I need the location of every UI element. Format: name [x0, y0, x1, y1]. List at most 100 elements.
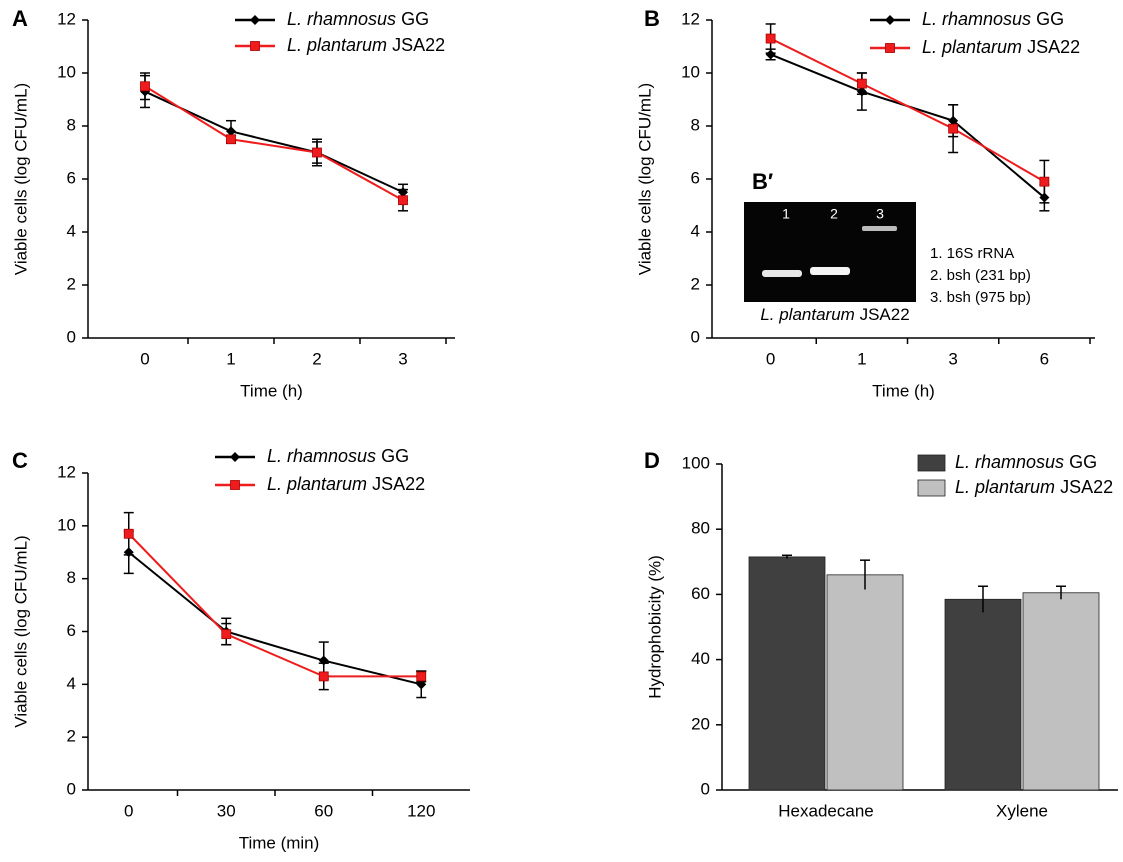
x-tick-label: 2 [312, 349, 321, 368]
inset-label: B′ [752, 169, 773, 194]
series-line [128, 533, 422, 678]
x-tick-label: 30 [217, 801, 236, 820]
series-line [144, 90, 404, 194]
y-tick-label: 20 [691, 714, 710, 733]
x-tick-label: 60 [314, 801, 333, 820]
gel-band [810, 267, 850, 275]
y-tick-label: 2 [67, 727, 76, 746]
point [140, 81, 150, 92]
y-tick-label: 100 [682, 453, 710, 472]
x-tick-label: 3 [948, 349, 957, 368]
y-tick-label: 10 [57, 515, 76, 534]
gel-key: 2. bsh (231 bp) [930, 267, 1031, 284]
y-tick-label: 8 [67, 115, 76, 134]
legend-label: L. plantarum JSA22 [922, 37, 1080, 57]
point [312, 147, 322, 158]
legend-marker [885, 43, 895, 53]
series-line [770, 37, 1045, 183]
panel-label: B [644, 6, 660, 31]
y-tick-label: 12 [57, 462, 76, 481]
y-tick-label: 12 [681, 9, 700, 28]
panel-label: D [644, 448, 660, 473]
legend-label: L. rhamnosus GG [955, 452, 1097, 472]
point [398, 187, 408, 198]
y-tick-label: 8 [691, 115, 700, 134]
y-tick-label: 2 [691, 274, 700, 293]
legend-marker [230, 452, 240, 462]
y-tick-label: 4 [67, 221, 76, 240]
y-tick-label: 8 [67, 568, 76, 587]
y-axis-label: Viable cells (log CFU/mL) [635, 83, 654, 275]
y-axis-label: Viable cells (log CFU/mL) [11, 83, 30, 275]
point [318, 655, 329, 666]
bar [944, 598, 1022, 791]
gel-caption: L. plantarum JSA22 [760, 305, 909, 324]
x-tick-label: 1 [226, 349, 235, 368]
y-tick-label: 60 [691, 584, 710, 603]
legend-swatch [917, 479, 946, 497]
lane-label: 3 [876, 206, 884, 222]
point [226, 126, 236, 137]
y-tick-label: 0 [67, 779, 76, 798]
legend-label: L. plantarum JSA22 [287, 35, 445, 55]
x-axis-label: Time (min) [239, 833, 320, 852]
point [856, 86, 867, 97]
x-tick-label: Xylene [996, 801, 1048, 820]
point [221, 629, 232, 640]
point [226, 134, 236, 145]
x-tick-label: 0 [140, 349, 149, 368]
series-line [144, 85, 404, 202]
legend-label: L. rhamnosus GG [287, 9, 429, 29]
point [398, 195, 408, 206]
point [123, 547, 134, 558]
gel-band [862, 226, 897, 231]
legend-label: L. rhamnosus GG [922, 9, 1064, 29]
bar [1022, 592, 1100, 791]
point [1039, 176, 1050, 187]
lane-label: 1 [782, 206, 790, 222]
point [123, 528, 134, 539]
y-tick-label: 4 [691, 221, 700, 240]
x-tick-label: 3 [398, 349, 407, 368]
y-tick-label: 0 [701, 779, 710, 798]
y-tick-label: 6 [67, 168, 76, 187]
y-tick-label: 12 [57, 9, 76, 28]
x-tick-label: Hexadecane [778, 801, 873, 820]
error-bar [782, 554, 792, 559]
error-bar [860, 559, 870, 590]
y-tick-label: 2 [67, 274, 76, 293]
panel-label: A [12, 6, 28, 31]
error-bar [1056, 585, 1066, 600]
error-bar [978, 585, 988, 613]
gel-image [744, 202, 916, 302]
point [318, 671, 329, 682]
legend-marker [250, 41, 260, 51]
legend-marker [250, 15, 260, 25]
gel-band [762, 270, 802, 277]
x-axis-label: Time (h) [240, 381, 303, 400]
point [416, 679, 427, 690]
point [765, 49, 776, 60]
point [948, 115, 959, 126]
x-tick-label: 6 [1040, 349, 1049, 368]
y-tick-label: 4 [67, 674, 76, 693]
y-tick-label: 6 [691, 168, 700, 187]
x-tick-label: 120 [407, 801, 435, 820]
point [856, 78, 867, 89]
panel-label: C [12, 448, 28, 473]
bar [748, 556, 826, 791]
legend-label: L. rhamnosus GG [267, 446, 409, 466]
lane-label: 2 [830, 206, 838, 222]
y-tick-label: 10 [681, 62, 700, 81]
y-axis-label: Hydrophobicity (%) [645, 555, 664, 699]
point [416, 671, 427, 682]
series-line [128, 551, 422, 686]
x-tick-label: 0 [124, 801, 133, 820]
x-tick-label: 0 [766, 349, 775, 368]
x-tick-label: 1 [857, 349, 866, 368]
point [1039, 192, 1050, 203]
series-line [770, 53, 1046, 199]
legend-label: L. plantarum JSA22 [267, 474, 425, 494]
legend-marker [230, 480, 240, 490]
